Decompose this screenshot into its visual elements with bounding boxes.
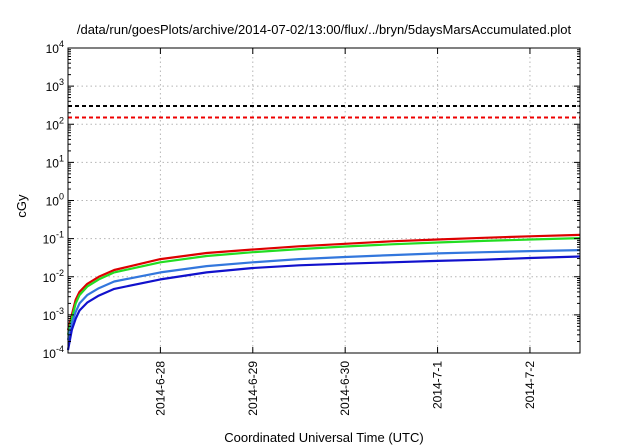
y-tick-label: 100: [46, 192, 64, 209]
y-tick-label: 10-2: [43, 268, 64, 285]
y-tick-label: 104: [46, 39, 64, 56]
series-line: [66, 255, 581, 351]
x-tick-label: 2014-6-28: [153, 361, 167, 416]
reference-lines: [68, 105, 580, 119]
x-tick-label: 2014-6-30: [338, 361, 352, 416]
y-tick-label: 10-1: [43, 230, 64, 247]
y-tick-label: 10-3: [43, 306, 64, 323]
axis-ticks: 10-4 10-3 10-2 10-1 100 101 102 103 104 2014-6-28…: [43, 39, 580, 416]
y-tick-label: 103: [46, 77, 64, 94]
series-line: [66, 249, 581, 341]
x-tick-label: 2014-6-29: [246, 361, 260, 416]
x-axis-label: Coordinated Universal Time (UTC): [224, 430, 423, 445]
y-tick-label: 102: [46, 115, 64, 132]
series-line: [66, 237, 581, 336]
x-tick-label: 2014-7-1: [431, 361, 445, 409]
series-line: [66, 233, 581, 331]
y-tick-label: 10-4: [43, 344, 64, 361]
x-tick-label: 2014-7-2: [523, 361, 537, 409]
y-tick-label: 101: [46, 153, 64, 170]
series-lines: [66, 233, 581, 351]
y-axis-label: cGy: [14, 194, 29, 218]
chart-title: /data/run/goesPlots/archive/2014-07-02/1…: [77, 22, 572, 37]
grid: [68, 48, 580, 353]
